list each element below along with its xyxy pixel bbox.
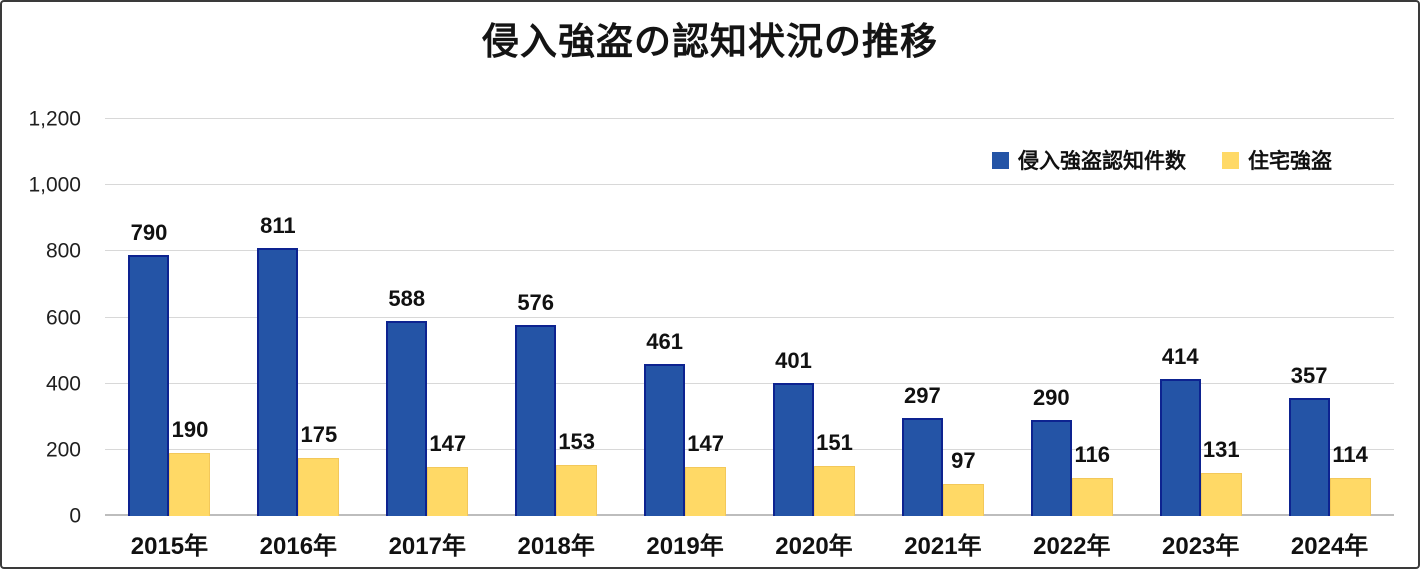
data-label: 790 (130, 219, 168, 245)
data-label: 114 (1332, 442, 1368, 468)
category-group: 576 153 (492, 119, 621, 516)
category-group: 790 190 (105, 119, 234, 516)
legend: 侵入強盗認知件数 住宅強盗 (992, 145, 1332, 175)
data-label: 297 (904, 382, 941, 408)
bar-residential-robbery: 147 (427, 433, 469, 516)
bar-intrusion-robbery: 811 (257, 214, 299, 516)
x-category-label: 2021年 (904, 533, 982, 560)
bar-residential-robbery: 131 (1200, 438, 1242, 516)
gridline (105, 250, 1394, 252)
bar-intrusion-robbery: 297 (901, 384, 943, 516)
data-label: 811 (260, 212, 296, 238)
gridline (105, 382, 1394, 384)
legend-item-residential-robbery: 住宅強盗 (1222, 145, 1332, 175)
x-category-label: 2018年 (517, 533, 595, 560)
y-tick-label: 400 (45, 372, 81, 396)
data-label: 116 (1074, 441, 1111, 467)
y-tick-label: 1,000 (28, 173, 81, 197)
bar-residential-robbery: 114 (1329, 444, 1371, 516)
bar-intrusion-robbery: 790 (128, 221, 170, 516)
data-label: 461 (646, 328, 683, 354)
x-category-label: 2017年 (388, 533, 466, 560)
data-label: 97 (951, 447, 976, 473)
bar-intrusion-robbery: 357 (1288, 364, 1330, 516)
legend-item-intrusion-robbery: 侵入強盗認知件数 (992, 145, 1186, 175)
bar-residential-robbery: 175 (298, 424, 340, 516)
data-label: 588 (388, 286, 426, 312)
category-group: 588 147 (363, 119, 492, 516)
category-group: 290 116 (1007, 119, 1136, 516)
bar-intrusion-robbery: 414 (1159, 346, 1201, 516)
gridline (105, 316, 1394, 318)
bar-intrusion-robbery: 401 (772, 350, 814, 516)
category-group: 401 151 (750, 119, 879, 516)
chart-title: 侵入強盗の認知状況の推移 (482, 21, 938, 62)
x-category-label: 2024年 (1290, 533, 1369, 560)
x-category-label: 2020年 (775, 533, 853, 560)
bar-residential-robbery: 97 (942, 449, 984, 516)
y-tick-label: 1,200 (28, 107, 81, 131)
bar-intrusion-robbery: 588 (386, 288, 428, 516)
category-group: 414 131 (1136, 119, 1265, 516)
data-label: 131 (1202, 436, 1240, 462)
bar-residential-robbery: 190 (169, 419, 211, 516)
x-category-label: 2016年 (259, 533, 338, 560)
plot-area: 790 190 811 175 588 147 576 153 461 147 401 151 297 9… (105, 118, 1394, 516)
legend-label-residential-robbery: 住宅強盗 (1248, 150, 1332, 173)
legend-label-intrusion-robbery: 侵入強盗認知件数 (1018, 150, 1186, 173)
data-label: 147 (687, 431, 724, 457)
x-category-label: 2022年 (1033, 533, 1111, 560)
bar-residential-robbery: 151 (813, 432, 855, 516)
y-tick-label: 800 (45, 239, 81, 263)
legend-swatch-yellow-icon (1222, 151, 1239, 169)
data-label: 153 (558, 429, 596, 455)
bar-intrusion-robbery: 290 (1030, 387, 1072, 516)
data-label: 414 (1161, 344, 1199, 370)
bar-intrusion-robbery: 461 (644, 330, 686, 516)
y-tick-label: 0 (69, 504, 81, 528)
bar-residential-robbery: 147 (685, 433, 727, 516)
data-label: 576 (517, 290, 555, 316)
bars-area: 790 190 811 175 588 147 576 153 461 147 401 151 297 9… (105, 119, 1394, 516)
data-label: 175 (300, 422, 338, 448)
data-label: 190 (171, 417, 209, 443)
category-group: 297 97 (878, 119, 1007, 516)
x-category-label: 2019年 (646, 533, 724, 560)
x-axis-line (105, 514, 1394, 516)
category-group: 461 147 (621, 119, 750, 516)
data-label: 357 (1290, 362, 1328, 388)
data-label: 401 (775, 348, 812, 374)
bar-residential-robbery: 153 (556, 431, 598, 516)
y-axis-labels: 0 200 400 600 800 1,000 1,200 (2, 109, 81, 527)
x-category-label: 2015年 (130, 533, 209, 560)
data-label: 290 (1032, 385, 1070, 411)
gridline (105, 184, 1394, 186)
x-category-label: 2023年 (1162, 533, 1240, 560)
data-label: 151 (816, 430, 853, 456)
x-axis-labels: 2015年 2016年 2017年 2018年 2019年 2020年 2021年 2022年… (105, 526, 1394, 561)
category-group: 357 114 (1265, 119, 1394, 516)
legend-swatch-blue-icon (992, 151, 1009, 169)
gridline (105, 448, 1394, 450)
gridline (105, 118, 1394, 119)
y-tick-label: 200 (45, 438, 81, 462)
bar-residential-robbery: 116 (1071, 443, 1113, 516)
y-tick-label: 600 (45, 306, 81, 329)
data-label: 147 (429, 431, 467, 457)
bar-intrusion-robbery: 576 (515, 292, 557, 516)
category-group: 811 175 (234, 119, 363, 516)
